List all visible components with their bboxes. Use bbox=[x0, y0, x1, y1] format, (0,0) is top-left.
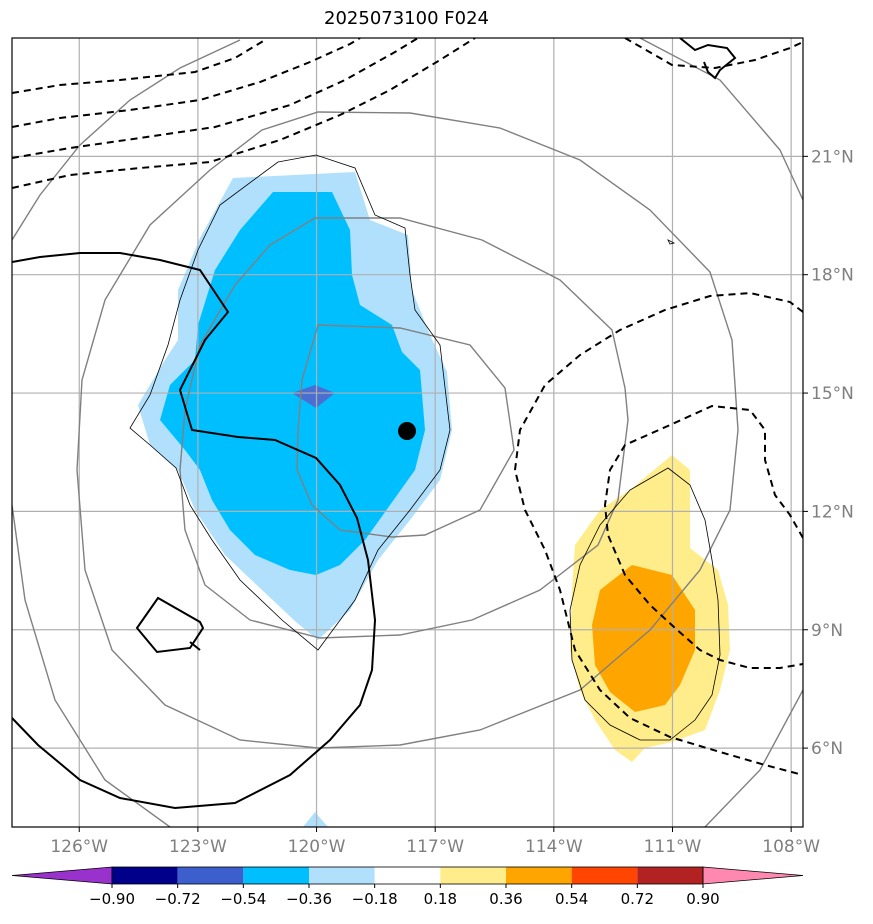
colorbar-tick-label: −0.72 bbox=[155, 890, 201, 908]
lon-tick-label: 123°W bbox=[169, 837, 227, 857]
lon-tick-label: 120°W bbox=[288, 837, 346, 857]
colorbar-outline bbox=[111, 866, 704, 885]
dashed-contours bbox=[12, 38, 803, 776]
colorbar-tick-label: 0.90 bbox=[686, 890, 719, 908]
lat-tick-label: 18°N bbox=[811, 266, 854, 286]
colorbar-segment bbox=[177, 867, 244, 884]
negative-anomaly-dark-shade bbox=[292, 385, 335, 408]
colorbar-segment bbox=[506, 867, 572, 884]
longitude-ticks: 126°W 123°W 120°W 117°W 114°W 111°W 108°W bbox=[50, 827, 820, 857]
colorbar-tick-label: −0.18 bbox=[352, 890, 398, 908]
colorbar-segment bbox=[637, 867, 703, 884]
lat-tick-label: 21°N bbox=[811, 147, 854, 167]
negative-anomaly-mid-shade bbox=[160, 192, 425, 575]
lon-tick-label: 117°W bbox=[406, 837, 464, 857]
colorbar-segment bbox=[440, 867, 506, 884]
colorbar-segment bbox=[571, 867, 638, 884]
colorbar: −0.90 −0.72 −0.54 −0.36 −0.18 0.18 0.36 0.54 0.7… bbox=[11, 866, 804, 908]
colorbar-extend-min bbox=[11, 866, 113, 885]
colorbar-tick-label: −0.90 bbox=[89, 890, 135, 908]
colorbar-segment bbox=[374, 867, 441, 884]
lon-tick-label: 108°W bbox=[762, 837, 820, 857]
solid-contours bbox=[12, 38, 737, 810]
lat-tick-label: 9°N bbox=[811, 621, 843, 641]
colorbar-tick-label: −0.36 bbox=[286, 890, 332, 908]
negative-anomaly-bottom-patch bbox=[303, 812, 328, 827]
lon-tick-label: 126°W bbox=[50, 837, 108, 857]
colorbar-tick-label: 0.36 bbox=[489, 890, 522, 908]
colorbar-extend-max bbox=[702, 866, 804, 885]
colorbar-segment bbox=[309, 867, 375, 884]
plot-area bbox=[12, 38, 803, 827]
lat-tick-label: 15°N bbox=[811, 384, 854, 404]
lat-tick-label: 12°N bbox=[811, 502, 854, 522]
range-circles bbox=[12, 38, 803, 827]
lat-tick-label: 6°N bbox=[811, 739, 843, 759]
positive-anomaly-mid-shade bbox=[592, 565, 695, 712]
latitude-ticks: 21°N 18°N 15°N 12°N 9°N 6°N bbox=[803, 147, 854, 759]
lon-tick-label: 114°W bbox=[525, 837, 583, 857]
colorbar-tick-label: 0.54 bbox=[555, 890, 588, 908]
lon-tick-label: 111°W bbox=[644, 837, 702, 857]
colorbar-tick-label: 0.18 bbox=[424, 890, 457, 908]
shade-outlines bbox=[129, 154, 721, 741]
storm-center-marker bbox=[398, 422, 416, 440]
colorbar-tick-label: 0.72 bbox=[621, 890, 654, 908]
colorbar-segment bbox=[243, 867, 309, 884]
colorbar-segment bbox=[112, 867, 178, 884]
lat-lon-grid bbox=[12, 38, 803, 827]
map-title: 2025073100 F024 bbox=[324, 8, 489, 29]
colorbar-tick-label: −0.54 bbox=[220, 890, 266, 908]
plot-frame bbox=[11, 37, 804, 828]
